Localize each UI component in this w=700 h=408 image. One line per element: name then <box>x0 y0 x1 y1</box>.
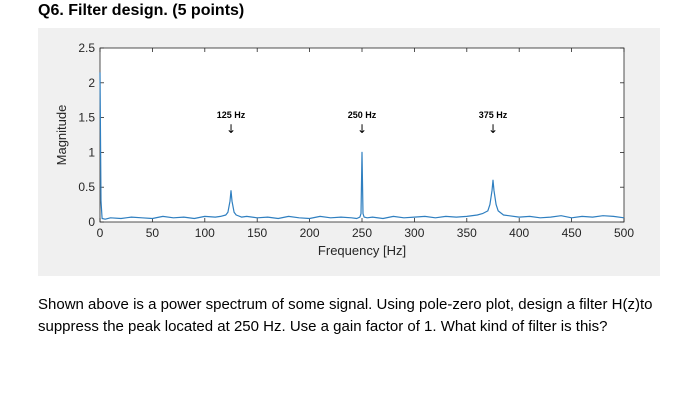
peak-annotation-arrow: ↓ <box>226 122 236 136</box>
y-tick-label: 1 <box>88 145 95 159</box>
y-tick-label: 0.5 <box>78 180 95 194</box>
question-description: Shown above is a power spectrum of some … <box>38 296 653 335</box>
peak-annotation-label: 125 Hz <box>217 110 246 120</box>
x-axis-label: Frequency [Hz] <box>318 243 406 258</box>
y-tick-label: 1.5 <box>78 111 95 125</box>
y-tick-label: 2 <box>88 76 95 90</box>
x-tick-label: 150 <box>247 226 267 240</box>
spectrum-chart: 0 50 100 150 200 250 300 350 400 450 500 0 0.5 1 1.5 2 2… <box>54 41 634 258</box>
figure-panel: 0 50 100 150 200 250 300 350 400 450 500 0 0.5 1 1.5 2 2… <box>38 28 660 276</box>
peak-annotation-label: 250 Hz <box>348 110 377 120</box>
plot-area <box>99 47 625 223</box>
x-tick-label: 450 <box>562 226 582 240</box>
spectrum-line <box>99 72 625 220</box>
x-tick-label: 100 <box>195 226 215 240</box>
peak-annotation-label: 375 Hz <box>479 110 508 120</box>
x-tick-label: 500 <box>614 226 634 240</box>
y-tick-label: 0 <box>88 215 95 229</box>
x-tick-label: 400 <box>509 226 529 240</box>
y-tick-label: 2.5 <box>78 41 95 55</box>
x-tick-label: 200 <box>300 226 320 240</box>
peak-annotation-arrow: ↓ <box>488 122 498 136</box>
x-tick-label: 300 <box>404 226 424 240</box>
y-axis-label: Magnitude <box>54 105 69 166</box>
question-title: Q6. Filter design. (5 points) <box>38 2 245 19</box>
peak-annotation-arrow: ↓ <box>357 122 367 136</box>
x-tick-label: 250 <box>352 226 372 240</box>
x-tick-label: 350 <box>457 226 477 240</box>
x-tick-label: 0 <box>97 226 104 240</box>
x-tick-label: 50 <box>146 226 160 240</box>
